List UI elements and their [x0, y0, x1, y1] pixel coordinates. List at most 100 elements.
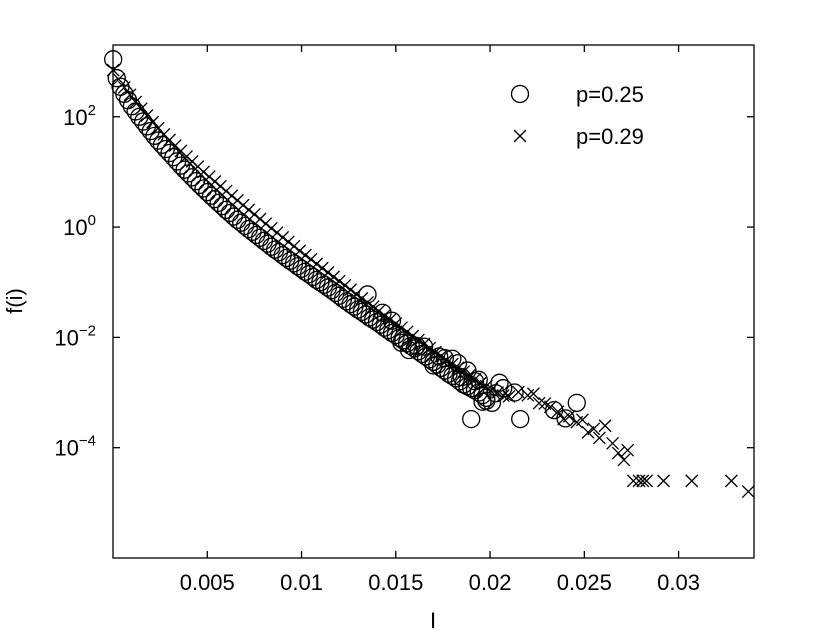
point-x [581, 425, 595, 439]
point-circle [392, 333, 411, 352]
point-x [247, 207, 261, 221]
point-x [253, 212, 267, 226]
point-x [259, 217, 273, 231]
point-circle [458, 361, 477, 380]
point-x [462, 368, 476, 382]
point-x [741, 485, 755, 499]
point-x [485, 382, 499, 396]
point-circle [511, 409, 530, 429]
point-x [112, 72, 126, 86]
point-x [355, 291, 369, 305]
point-x [389, 317, 403, 331]
point-x [575, 413, 589, 427]
point-x [457, 365, 471, 379]
point-circle [258, 234, 277, 253]
point-x [225, 189, 239, 203]
point-circle [235, 216, 255, 236]
point-x [338, 278, 352, 292]
point-circle [224, 207, 243, 226]
point-circle [175, 160, 194, 179]
point-x [276, 230, 290, 244]
point-circle [137, 117, 157, 136]
point-circle [198, 182, 217, 202]
point-x [332, 274, 346, 288]
point-circle [469, 370, 488, 389]
y-tick-label: 10−2 [54, 322, 96, 350]
point-circle [482, 393, 502, 413]
series-p=0.29 [106, 63, 755, 499]
point-x [724, 474, 738, 488]
point-circle [201, 186, 221, 205]
point-circle [243, 222, 262, 241]
point-x [270, 226, 284, 240]
point-x [685, 474, 699, 488]
point-circle [556, 409, 575, 428]
legend-marker-x [513, 129, 527, 143]
point-x [496, 389, 510, 403]
point-x [315, 261, 329, 275]
point-x [219, 184, 233, 198]
point-x [428, 345, 442, 359]
point-circle [232, 213, 251, 232]
point-x [321, 266, 335, 279]
x-tick-label: 0.02 [469, 570, 512, 595]
plot-frame [112, 44, 755, 559]
point-circle [141, 121, 160, 141]
point-circle [209, 193, 228, 212]
point-circle [171, 156, 191, 175]
y-axis-label: f(i) [2, 288, 27, 314]
point-x [242, 203, 256, 217]
point-x [526, 387, 540, 401]
point-x [134, 102, 148, 116]
legend-label: p=0.29 [576, 124, 644, 149]
point-circle [216, 200, 236, 220]
point-circle [213, 196, 232, 216]
point-x [551, 405, 565, 419]
point-x [366, 300, 380, 314]
point-circle [107, 69, 126, 88]
point-x [327, 270, 341, 284]
point-x [117, 80, 131, 94]
point-x [208, 175, 222, 188]
x-tick-label: 0.005 [180, 570, 235, 595]
x-axis-label: I [430, 608, 436, 633]
point-x [293, 244, 307, 258]
point-x [423, 341, 437, 355]
point-circle [435, 349, 454, 368]
point-x [123, 88, 137, 102]
point-circle [220, 203, 240, 223]
point-x [310, 257, 324, 271]
x-tick-label: 0.025 [557, 570, 612, 595]
point-circle [494, 379, 513, 398]
point-circle [473, 385, 492, 405]
series-p=0.25 [104, 50, 586, 429]
y-tick-label: 100 [63, 212, 96, 240]
point-x [543, 400, 557, 414]
x-tick-label: 0.015 [368, 570, 423, 595]
point-x [511, 385, 525, 399]
point-circle [205, 190, 224, 209]
point-circle [104, 50, 123, 69]
point-x [474, 376, 488, 390]
point-x [361, 295, 374, 309]
point-x [626, 474, 640, 488]
point-circle [183, 168, 202, 187]
point-circle [414, 337, 434, 356]
point-circle [462, 409, 481, 429]
point-x [617, 453, 631, 467]
point-circle [250, 228, 270, 247]
point-x [587, 422, 601, 436]
point-x [562, 409, 576, 423]
point-x [451, 361, 465, 375]
point-x [640, 474, 653, 488]
point-x [606, 436, 620, 450]
axis-ticks: 0.005 0.01 0.015 0.02 0.025 0.03 102 100 10−2 10−… [54, 45, 754, 595]
x-tick-label: 0.01 [280, 570, 323, 595]
point-x [298, 248, 312, 262]
point-x [383, 313, 397, 327]
point-circle [382, 311, 402, 330]
data-marks [104, 50, 755, 499]
legend-marker-circle [510, 84, 530, 104]
point-x [349, 287, 363, 301]
point-x [106, 63, 120, 77]
